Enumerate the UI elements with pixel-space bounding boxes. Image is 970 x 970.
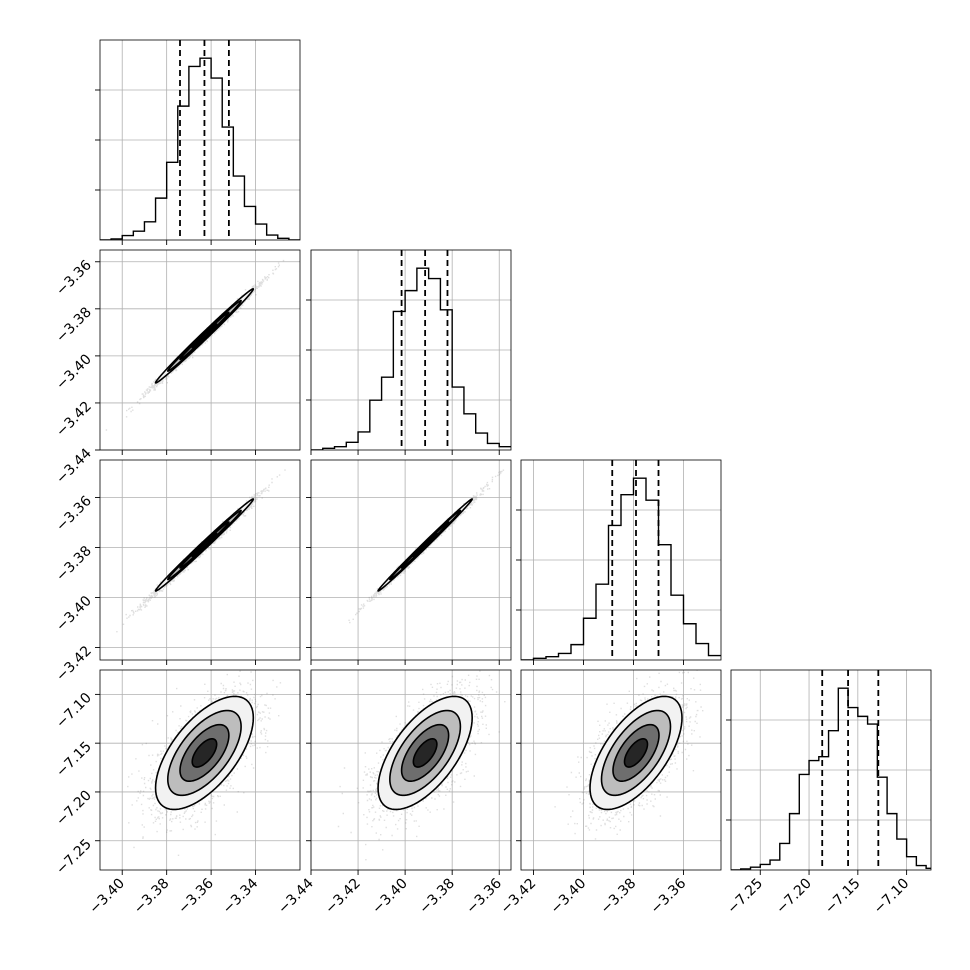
y-tick-label-3-2: −7.15: [53, 739, 95, 781]
scatter-panel-3-0: −7.25 −7.20 −7.15 −7.10 −3.40 −3.38 −3.36 −3.34: [53, 669, 301, 918]
scatter-panel-1-0: −3.44 −3.42 −3.40 −3.38 −3.36: [53, 249, 301, 487]
contour-2-0-2: [179, 521, 230, 569]
density-layer-3-1: [337, 670, 506, 861]
x-tick-label-2-1: −3.40: [548, 876, 590, 918]
density-fill-3-2-3: [624, 738, 648, 768]
density-layer-2-1: [348, 469, 505, 624]
axes-frame-0-0: [99, 39, 301, 241]
y-tick-label-3-0: −7.25: [53, 836, 95, 878]
x-tick-label-1-2: −3.40: [369, 876, 411, 918]
density-fill-3-1-3: [413, 738, 437, 768]
contour-3-2-2: [612, 723, 660, 782]
scatter-panel-2-0: −3.42 −3.40 −3.38 −3.36: [53, 459, 301, 685]
contour-2-0-0: [154, 498, 255, 592]
histogram-panel-1: [306, 249, 512, 455]
scatter-panel-2-1: [306, 459, 512, 665]
y-tick-label-1-2: −3.40: [53, 351, 95, 393]
x-tick-label-3-3: −7.10: [871, 876, 913, 918]
density-layer-2-0: [116, 469, 286, 633]
contour-3-2-3: [623, 737, 649, 768]
density-fill-3-0-3: [192, 738, 217, 768]
histogram-panel-0: [95, 39, 301, 245]
contour-3-2-1: [600, 709, 672, 797]
density-layer-3-0: [127, 670, 282, 856]
x-tick-label-1-3: −3.38: [416, 876, 458, 918]
axes-frame-2-0: [99, 459, 301, 661]
histogram-3: [731, 687, 931, 870]
contour-3-1-0: [377, 695, 473, 811]
contour-3-0-2: [179, 723, 230, 782]
y-tick-label-1-3: −3.38: [53, 304, 95, 346]
x-tick-label-1-1: −3.42: [322, 876, 364, 918]
y-tick-label-1-1: −3.42: [53, 398, 95, 440]
contour-1-0-0: [154, 287, 255, 384]
contour-2-1-3: [412, 532, 438, 558]
y-tick-label-3-3: −7.10: [53, 690, 95, 732]
contour-1-0-3: [191, 323, 218, 349]
histogram-panel-2: [516, 459, 722, 665]
scatter-panel-3-2: −3.42 −3.40 −3.38 −3.36: [498, 669, 722, 918]
x-tick-label-2-2: −3.38: [598, 876, 640, 918]
contour-3-0-3: [191, 737, 218, 768]
x-tick-label-3-2: −7.15: [822, 876, 864, 918]
y-tick-label-2-2: −3.38: [53, 543, 95, 585]
axes-frame-2-1: [310, 459, 512, 661]
y-tick-label-2-1: −3.40: [53, 593, 95, 635]
contour-3-2-0: [589, 695, 683, 811]
contour-1-0-1: [166, 299, 242, 373]
histogram-1: [311, 267, 511, 450]
x-tick-label-1-4: −3.36: [463, 875, 505, 917]
x-tick-label-3-1: −7.20: [773, 876, 815, 918]
axes-frame-3-2: [520, 669, 722, 871]
density-layer-3-2: [554, 670, 704, 840]
x-tick-label-0-0: −3.40: [86, 876, 128, 918]
axes-frame-3-1: [310, 669, 512, 871]
x-tick-label-3-0: −7.25: [724, 876, 766, 918]
x-tick-label-0-3: −3.34: [220, 875, 262, 917]
contour-3-1-2: [400, 723, 450, 782]
histogram-2: [521, 477, 721, 660]
y-tick-label-3-1: −7.20: [53, 787, 95, 829]
y-tick-label-2-0: −3.42: [53, 643, 95, 685]
x-tick-label-2-3: −3.36: [648, 875, 690, 917]
histogram-0: [100, 57, 300, 240]
x-tick-label-0-2: −3.36: [175, 875, 217, 917]
axes-frame-3-0: [99, 669, 301, 871]
axes-frame-1-1: [310, 249, 512, 451]
axes-frame-3-3: [730, 669, 932, 871]
contour-3-1-1: [389, 709, 462, 797]
density-layer-1-0: [105, 259, 285, 431]
histogram-panel-3: −7.25 −7.20 −7.15 −7.10: [724, 669, 932, 918]
x-tick-label-1-0: −3.44: [275, 875, 317, 917]
y-tick-label-2-3: −3.36: [53, 493, 95, 535]
y-tick-label-1-4: −3.36: [53, 257, 95, 299]
contour-1-0-2: [179, 311, 230, 361]
contour-2-1-2: [400, 521, 450, 569]
x-tick-label-2-0: −3.42: [498, 876, 540, 918]
contour-3-0-1: [166, 709, 242, 797]
y-tick-label-1-0: −3.44: [53, 445, 95, 487]
contour-2-0-1: [166, 509, 242, 581]
axes-frame-2-2: [520, 459, 722, 661]
x-tick-label-0-1: −3.38: [131, 876, 173, 918]
contour-3-0-0: [154, 695, 255, 811]
contour-3-1-3: [412, 737, 438, 768]
contour-2-0-3: [191, 532, 218, 558]
scatter-panel-3-1: −3.44 −3.42 −3.40 −3.38 −3.36: [275, 669, 512, 918]
axes-frame-1-0: [99, 249, 301, 451]
